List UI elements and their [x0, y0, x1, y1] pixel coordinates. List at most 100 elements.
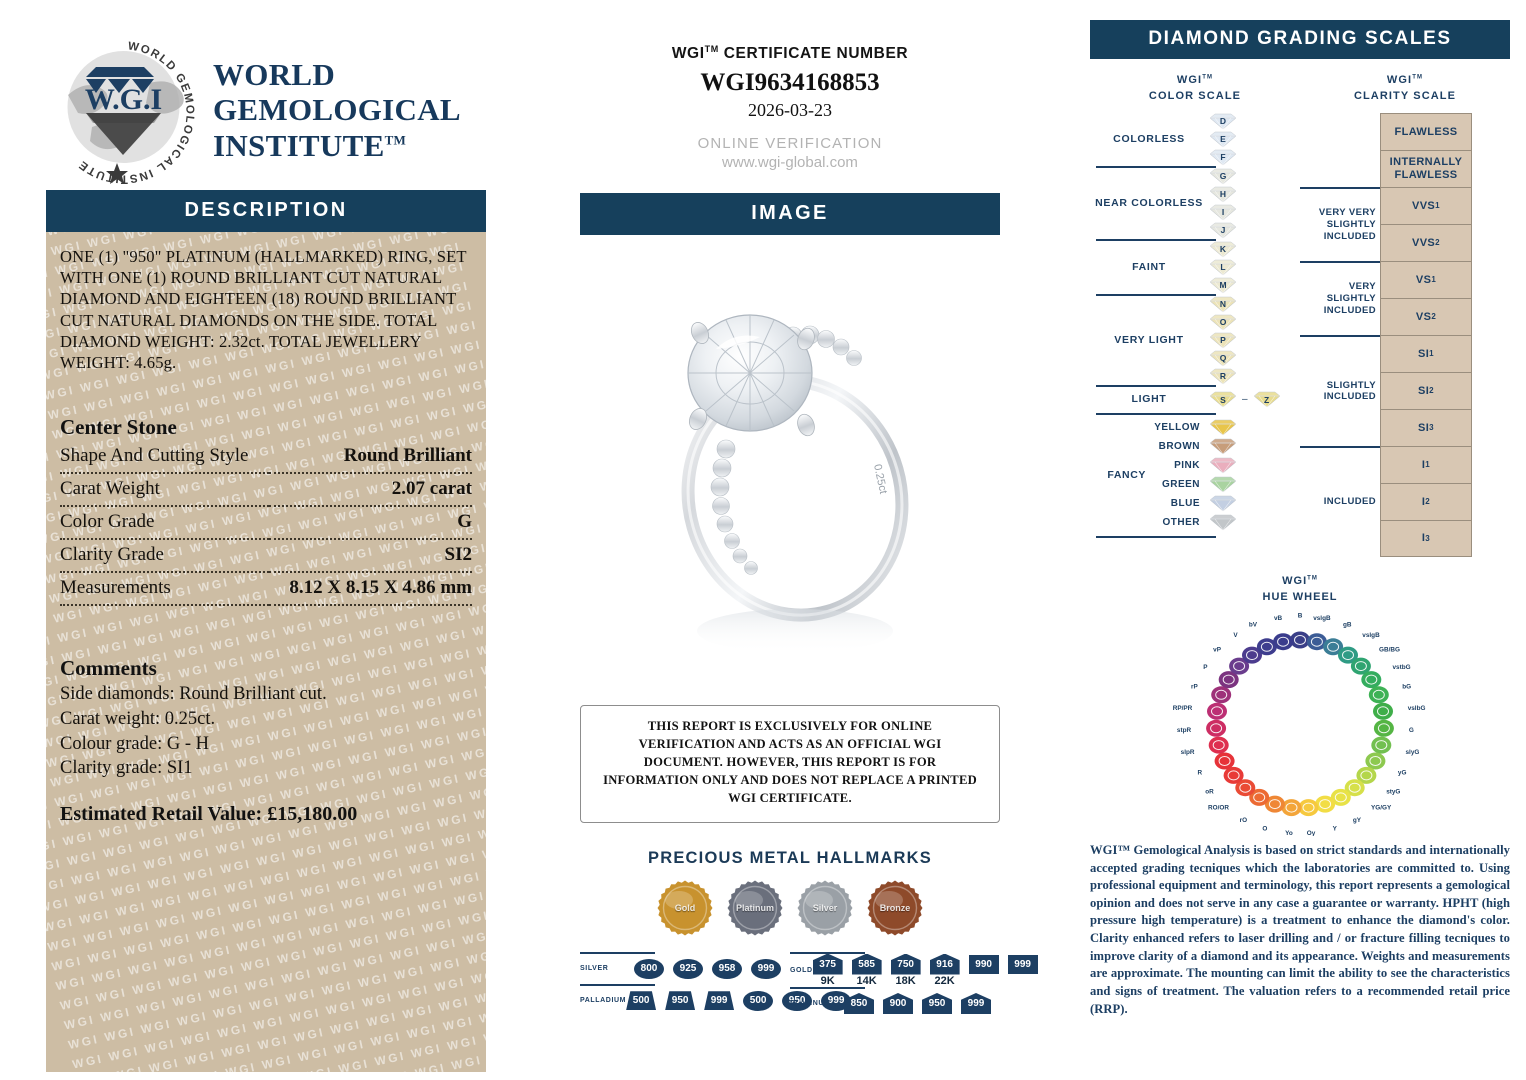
- color-grade-letter: D: [1219, 116, 1227, 127]
- hallmark-chip: 990: [968, 954, 999, 974]
- hue-label: vB: [1274, 615, 1283, 622]
- clarity-scale-title: WGITM CLARITY SCALE: [1300, 73, 1510, 105]
- comments-body: Side diamonds: Round Brilliant cut. Carat…: [60, 682, 472, 780]
- clarity-cell: VVS 1: [1380, 186, 1472, 224]
- hallmark-karat: 14K: [856, 974, 877, 987]
- hallmark-chip: 750: [890, 953, 921, 975]
- brand-header: W.G.I WORLD GEMOLOGICAL INSTITUTE WORLD …: [46, 30, 486, 190]
- color-group-label: NEAR COLORLESS: [1095, 196, 1203, 209]
- color-scale-title-line1: WGI: [1176, 74, 1203, 86]
- center-stone-label: Shape And Cutting Style: [60, 441, 270, 475]
- color-grade-gem: L: [1208, 259, 1238, 276]
- clarity-group-label: SLIGHTLY INCLUDED: [1300, 334, 1380, 446]
- hallmark-coin-platinum: Platinum: [727, 880, 783, 936]
- hue-label: bV: [1249, 621, 1258, 628]
- center-stone-row: Clarity Grade SI2: [60, 539, 472, 574]
- fancy-label: FANCY: [1107, 468, 1146, 481]
- color-grade-gem: F: [1208, 149, 1238, 166]
- hue-label: Y: [1333, 825, 1338, 832]
- fancy-color-gem: [1208, 457, 1238, 474]
- hue-swatch: vP: [1213, 646, 1250, 675]
- hue-label: vslgB: [1362, 632, 1380, 639]
- hue-swatch: gY: [1330, 788, 1362, 824]
- clarity-group-label: VERY VERY SLIGHTLY INCLUDED: [1300, 186, 1380, 261]
- hue-swatch: GB/BG: [1350, 646, 1400, 675]
- hallmark-chip: 999: [961, 993, 991, 1015]
- hue-label: vslgB: [1313, 615, 1331, 622]
- hue-label: rO: [1240, 817, 1247, 824]
- fancy-color-name: YELLOW: [1154, 421, 1200, 433]
- color-scale-tm: TM: [1202, 74, 1214, 81]
- hue-swatch: vslbG: [1373, 702, 1425, 720]
- hue-swatch: vstbG: [1361, 664, 1411, 688]
- color-group-colorless: COLORLESS D E F: [1090, 113, 1300, 166]
- hallmark-chip: 958: [712, 958, 742, 979]
- fancy-color-gem: [1208, 419, 1238, 436]
- hue-swatch: O: [1262, 795, 1285, 832]
- color-grade-letter: Z: [1263, 394, 1270, 405]
- verification-url[interactable]: www.wgi-global.com: [722, 154, 858, 172]
- hallmark-karat: 22K: [934, 974, 955, 987]
- center-stone-row: Measurements 8.12 X 8.15 X 4.86 mm: [60, 572, 472, 607]
- description-panel: WGI WGI WGI WGI WGI WGI WGI WGI WGI WGI …: [46, 232, 486, 1072]
- color-scale: WGITM COLOR SCALE COLORLESS D E F NEAR COLOR…: [1090, 73, 1300, 557]
- color-grade-letter: S: [1220, 394, 1226, 405]
- light-range-separator: –: [1242, 394, 1248, 406]
- comment-line: Carat weight: 0.25ct.: [60, 709, 216, 729]
- color-grade-gem: J: [1208, 222, 1238, 239]
- hue-swatch: slyG: [1371, 736, 1419, 756]
- brand-tm: TM: [384, 132, 407, 148]
- center-stone-value: 2.07 carat: [269, 473, 472, 508]
- hue-label: Yo: [1285, 830, 1293, 836]
- center-column: WGITM CERTIFICATE NUMBER WGI9634168853 2…: [580, 44, 1038, 1019]
- hue-label: styG: [1386, 788, 1400, 795]
- color-grade-letter: E: [1220, 134, 1226, 145]
- color-grade-letter: O: [1219, 317, 1227, 328]
- hue-label: YG/GY: [1371, 804, 1392, 811]
- color-grade-gem: P: [1208, 332, 1238, 349]
- color-group-light: LIGHT S – Z: [1090, 387, 1300, 413]
- hue-label: stpR: [1177, 727, 1192, 734]
- hallmark-metal-name: PALLADIUM: [580, 997, 627, 1005]
- hue-title-line2: HUE WHEEL: [1262, 591, 1338, 604]
- hue-label: G: [1409, 727, 1414, 734]
- center-stone-title: Center Stone: [60, 415, 177, 440]
- hue-label: gY: [1353, 817, 1362, 824]
- hue-swatch: rP: [1191, 684, 1232, 704]
- center-stone-row: Carat Weight 2.07 carat: [60, 473, 472, 508]
- hue-swatch: Yo: [1281, 798, 1302, 837]
- brand-line-1: WORLD: [213, 57, 336, 92]
- clarity-group-label: VERY SLIGHTLY INCLUDED: [1300, 260, 1380, 335]
- hallmark-karat: 9K: [820, 974, 835, 987]
- fancy-color-row: OTHER: [1152, 513, 1238, 532]
- hue-swatch: styG: [1356, 766, 1400, 795]
- color-grade-gem: M: [1208, 277, 1238, 294]
- color-grade-letter: K: [1219, 244, 1227, 255]
- center-stone-label: Color Grade: [60, 506, 270, 541]
- fancy-bottom-rule: [1096, 535, 1216, 538]
- fancy-color-name: GREEN: [1161, 478, 1200, 490]
- color-grade-gem: S: [1208, 391, 1238, 408]
- clarity-scale-tm: TM: [1412, 74, 1424, 81]
- hallmark-row-palladium: PALLADIUM 500 950 999 500 950 999: [580, 986, 852, 1016]
- fancy-color-name: PINK: [1174, 459, 1200, 471]
- fancy-color-row: BLUE: [1152, 494, 1238, 513]
- fancy-color-row: PINK: [1152, 456, 1238, 475]
- hallmark-metal-name: PLATINUM: [790, 1000, 831, 1008]
- cert-heading-tm: TM: [704, 44, 719, 54]
- hue-label: rP: [1191, 684, 1198, 691]
- hallmark-row-silver: SILVER 800 925 958 999: [580, 954, 790, 984]
- clarity-cell: SI 1: [1380, 334, 1472, 372]
- hallmark-coin-bronze: Bronze: [867, 880, 923, 936]
- ring-engraving-text: 0.25ct: [871, 463, 889, 495]
- hallmark-chip: 500: [743, 990, 774, 1011]
- hallmark-coin-gold: Gold: [657, 880, 713, 936]
- certificate-number-heading: WGITM CERTIFICATE NUMBER: [580, 44, 1000, 63]
- hallmark-rule: [790, 986, 865, 989]
- color-grade-letter: F: [1220, 152, 1226, 163]
- color-grade-gem: Z: [1252, 391, 1282, 408]
- hue-swatch: vB: [1273, 615, 1294, 651]
- hallmark-row-platinum: PLATINUM 850 900 950 999: [790, 989, 1000, 1019]
